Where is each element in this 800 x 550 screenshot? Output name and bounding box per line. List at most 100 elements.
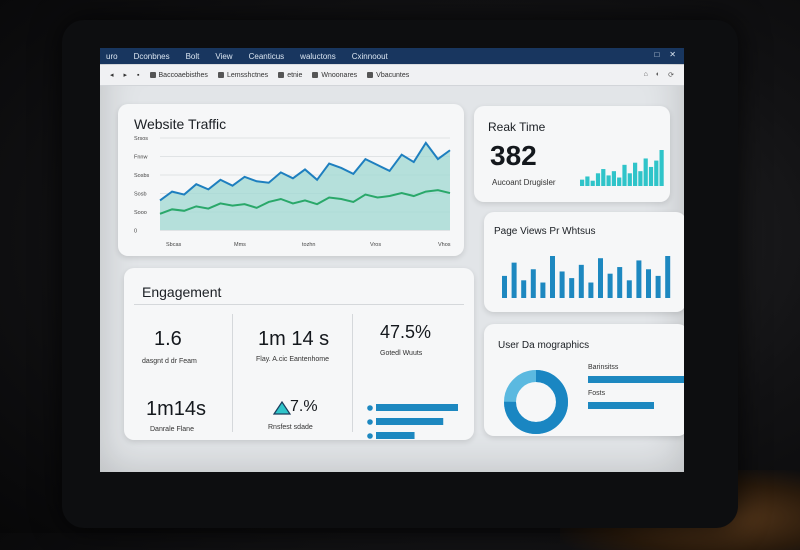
stat-label: Danrale Flane [150, 426, 194, 433]
peak-bar [643, 158, 648, 186]
peak-bar [659, 150, 664, 186]
website-traffic-card: Website Traffic Srsos Fnnw Sosbs Sosb Sooo 0 S… [118, 104, 464, 256]
page-views-bar [626, 280, 632, 298]
page-views-bar [607, 273, 613, 298]
menu-item[interactable]: View [215, 51, 233, 61]
engagement-dot [367, 419, 373, 425]
menu-item[interactable]: Bolt [185, 51, 200, 61]
traffic-chart: Srsos Fnnw Sosbs Sosb Sooo 0 Sbcas Mms tozhn Vros… [134, 136, 451, 248]
y-tick-label: Srsos [134, 136, 148, 142]
engagement-card: Engagement 1.6 dasgnt d dr Feam 1m 14 s … [124, 268, 474, 440]
card-title: Engagement [142, 284, 222, 300]
engagement-dot [367, 433, 373, 439]
peak-bar [585, 176, 590, 186]
window-controls: □ ✕ [654, 50, 676, 59]
peak-value: 382 [490, 140, 537, 171]
menu-item[interactable]: waluctons [300, 51, 336, 61]
x-tick-label: Vros [370, 242, 381, 248]
x-tick-label: tozhn [302, 242, 315, 248]
forward-icon[interactable]: ▸ [123, 72, 128, 79]
toolbar-button[interactable]: Lemsshctnes [217, 72, 268, 79]
doc-icon [217, 72, 224, 78]
toolbar-button[interactable]: etnie [278, 72, 302, 79]
menu-item[interactable]: uro [106, 51, 118, 61]
peak-bar [595, 173, 601, 186]
menu-bar: uro Dconbnes Bolt View Ceanticus walucto… [100, 48, 684, 64]
peak-bar [601, 169, 606, 186]
peak-bar [633, 162, 638, 186]
stat-value: 1m14s [146, 398, 207, 420]
peak-bar [638, 171, 643, 186]
back-icon[interactable]: ◂ [110, 72, 114, 79]
stat-label: Gotedl Wuuts [380, 350, 423, 357]
y-tick-label: Sooo [134, 210, 147, 216]
y-tick-label: Sosbs [134, 173, 150, 179]
page-views-bar [511, 262, 517, 298]
stat-value: 1.6 [154, 328, 182, 350]
peak-bar [606, 175, 611, 186]
engagement-bars [367, 404, 458, 439]
engagement-bar [376, 432, 415, 439]
toolbar-button[interactable]: Wnoonares [312, 72, 357, 79]
theme-icon[interactable]: ◐ [655, 71, 661, 78]
page-views-bar [550, 256, 555, 298]
peak-bar [627, 173, 632, 186]
x-tick-label: Sbcas [166, 242, 182, 248]
toolbar-right: ⌂ ◐ ⟳ [644, 71, 674, 79]
page-views-bar [521, 280, 527, 298]
toolbar-button[interactable]: Vbacuntes [367, 72, 409, 79]
page-views-bar [530, 269, 536, 298]
y-tick-label: 0 [134, 229, 137, 235]
user-demographics-card: User Da mographics Barinsitss Fosts [484, 324, 684, 436]
grid-icon [312, 72, 319, 78]
legend-label: Fosts [588, 390, 606, 397]
x-tick-label: Mms [234, 242, 246, 248]
page-views-bar [636, 260, 642, 298]
page-views-bar [665, 256, 671, 298]
menu-item[interactable]: Ceanticus [248, 51, 285, 61]
page-views-bar [598, 258, 603, 298]
traffic-area [160, 142, 450, 230]
folder-icon [149, 72, 156, 78]
page-views-bar [540, 282, 546, 298]
toolbar: ◂ ▸ ▪ Baccoaebisthes Lemsshctnes etnie W… [100, 65, 684, 86]
traffic-series-line [159, 189, 451, 215]
stat-value: 47.5% [380, 322, 432, 342]
page-views-bar [588, 282, 594, 298]
peak-bar [617, 177, 622, 186]
page-views-bars [502, 256, 671, 298]
menu-item[interactable]: Dconbnes [133, 51, 170, 61]
page-views-bar [578, 264, 584, 298]
peak-bar [654, 160, 659, 186]
page-views-bar [646, 269, 651, 298]
chart-icon [278, 72, 285, 78]
refresh-icon[interactable]: ⟳ [668, 72, 674, 79]
stat-label: Flay. A.cic Eantenhome [256, 356, 330, 363]
triangle-icon [272, 400, 292, 415]
peak-bar [622, 164, 627, 186]
card-title: User Da mographics [498, 340, 590, 351]
x-tick-label: Vhos [438, 242, 451, 248]
engagement-bar [376, 418, 444, 425]
page-views-bar [617, 267, 623, 298]
stat-value: 1m 14 s [258, 328, 330, 350]
card-title: Website Traffic [134, 116, 227, 132]
page-views-bar [559, 271, 565, 298]
page-views-bar [502, 275, 507, 298]
engagement-dot [367, 405, 373, 411]
maximize-icon[interactable]: □ [654, 50, 660, 59]
divider [352, 314, 353, 432]
peak-bar [611, 171, 616, 186]
peak-time-card: Reak Time 382 Aucoant Drugisler [474, 106, 670, 202]
toolbar-button[interactable]: Baccoaebisthes [149, 72, 208, 79]
peak-bar [580, 179, 585, 186]
donut-segment [504, 370, 568, 434]
legend-label: Barinsitss [588, 364, 619, 371]
peak-bar [648, 166, 654, 186]
settings-icon [367, 72, 374, 78]
home-icon[interactable]: ⌂ [643, 71, 648, 78]
close-icon[interactable]: ✕ [669, 50, 676, 59]
menu-item[interactable]: Cxinnoout [351, 51, 388, 61]
demographics-bar [588, 402, 654, 409]
stat-label: Rnsfest sdade [268, 424, 313, 431]
